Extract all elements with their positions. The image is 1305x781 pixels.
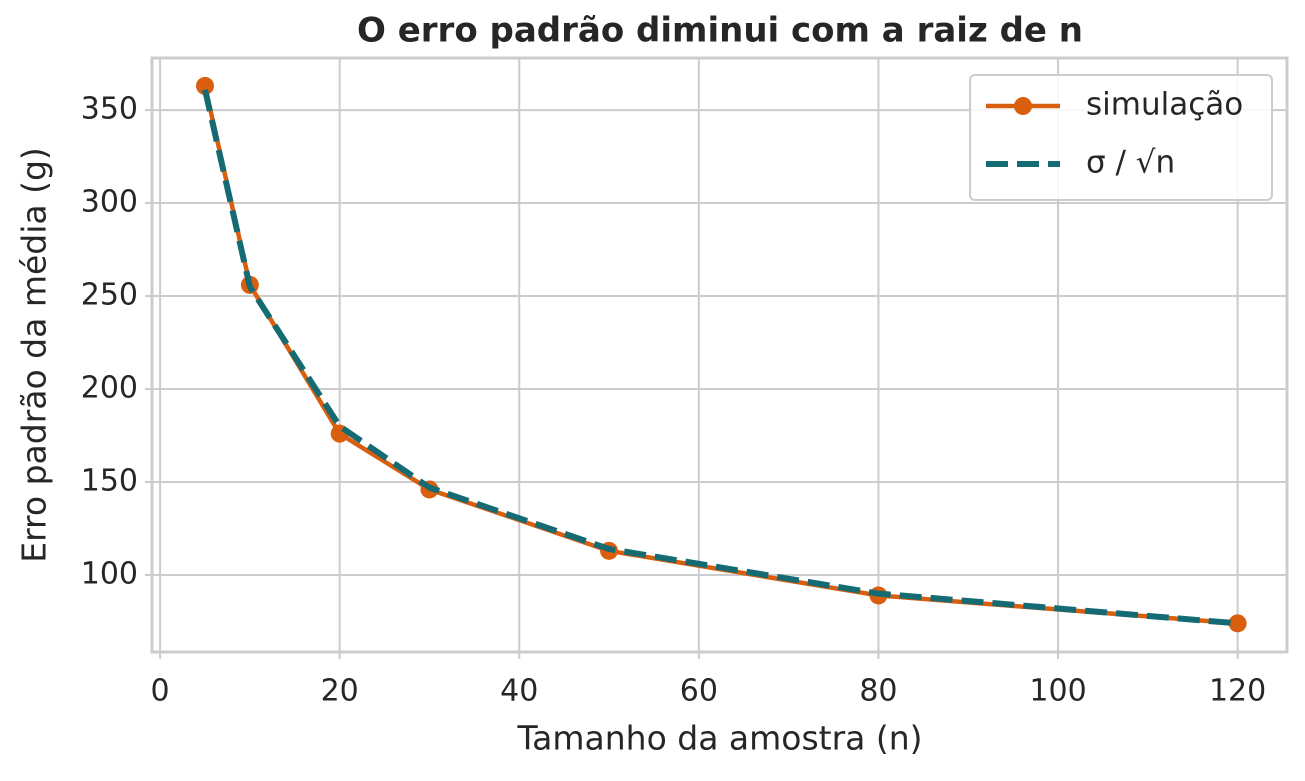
- x-tick-label: 120: [1209, 674, 1266, 709]
- x-axis-label: Tamanho da amostra (n): [516, 719, 922, 758]
- x-tick-label: 20: [321, 674, 359, 709]
- data-point: [195, 76, 214, 95]
- x-tick-label: 80: [859, 674, 897, 709]
- series-line: [202, 88, 1238, 627]
- y-tick-label: 300: [81, 185, 138, 220]
- data-point: [1228, 614, 1247, 633]
- x-tick-label: 40: [500, 674, 538, 709]
- y-tick-label: 200: [81, 371, 138, 406]
- y-axis-label: Erro padrão da média (g): [15, 147, 54, 563]
- y-tick-label: 100: [81, 557, 138, 592]
- legend-label: σ / √n: [1086, 145, 1175, 181]
- x-tick-label: 0: [151, 674, 170, 709]
- y-tick-label: 350: [81, 92, 138, 127]
- plot-frame: [150, 56, 1289, 654]
- x-tick-label: 100: [1029, 674, 1086, 709]
- y-tick-label: 150: [81, 464, 138, 499]
- legend-marker: [1014, 97, 1032, 115]
- legend-label: simulação: [1086, 87, 1243, 123]
- x-tick-label: 60: [680, 674, 718, 709]
- chart-title: O erro padrão diminui com a raiz de n: [357, 11, 1083, 51]
- y-tick-label: 250: [81, 278, 138, 313]
